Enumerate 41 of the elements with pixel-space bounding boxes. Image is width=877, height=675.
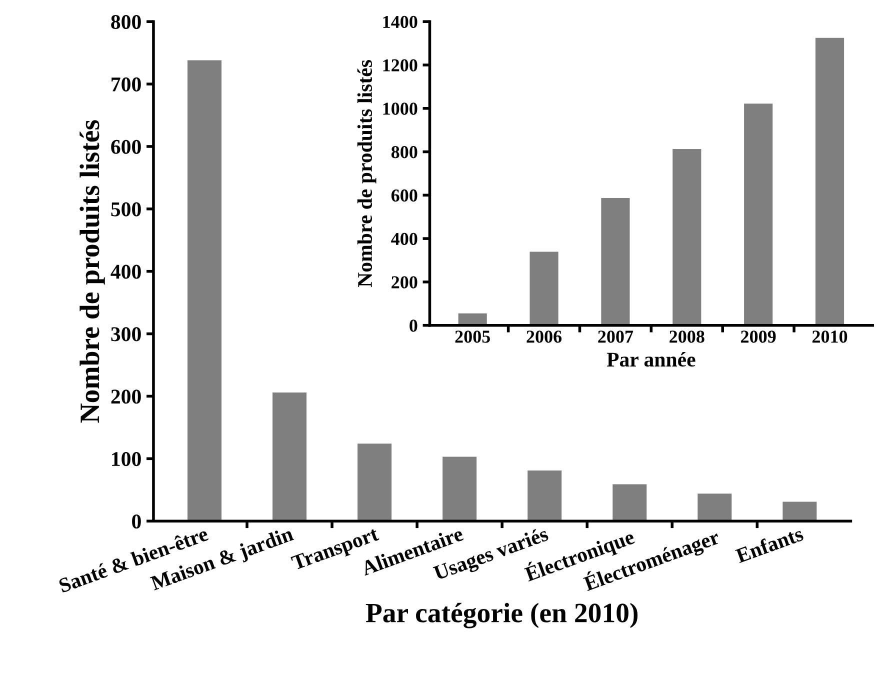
y-axis-title: Nombre de produits listés <box>357 60 376 288</box>
x-tick-label: 2008 <box>670 330 704 343</box>
y-tick-label: 1400 <box>383 16 418 28</box>
x-tick-label: Enfants <box>734 526 804 564</box>
y-tick-label: 0 <box>132 514 141 529</box>
y-tick-label: 200 <box>392 276 418 288</box>
bar <box>358 444 392 522</box>
bar <box>601 198 630 326</box>
bar <box>782 502 817 522</box>
y-tick-label: 100 <box>112 452 141 466</box>
bar <box>672 148 702 326</box>
bar <box>528 470 562 522</box>
y-tick-label: 600 <box>391 189 418 202</box>
bar <box>530 252 558 326</box>
y-tick-label: 700 <box>112 77 141 92</box>
y-tick-label: 800 <box>391 146 418 158</box>
y-axis-title: Nombre de produits listés <box>80 120 105 423</box>
x-tick-label: 2010 <box>812 330 848 343</box>
x-tick-label: 2009 <box>741 330 776 343</box>
bar <box>744 104 773 326</box>
y-tick-label: 300 <box>111 327 141 342</box>
bar <box>698 494 732 522</box>
x-tick-label: 2007 <box>598 330 634 343</box>
y-tick-label: 0 <box>410 320 418 332</box>
y-tick-label: 800 <box>111 14 141 30</box>
y-tick-label: 400 <box>110 264 141 279</box>
bar <box>442 456 477 522</box>
x-tick-label: 2006 <box>526 330 562 343</box>
y-tick-label: 500 <box>111 202 141 216</box>
y-tick-label: 200 <box>111 390 141 404</box>
x-tick-label: 2005 <box>455 330 490 343</box>
bar <box>272 392 307 522</box>
y-tick-label: 600 <box>111 140 141 154</box>
y-tick-label: 400 <box>391 232 418 246</box>
y-tick-label: 1200 <box>383 59 418 72</box>
x-axis-title: Par année <box>606 352 696 367</box>
bar <box>187 60 222 522</box>
y-tick-label: 1000 <box>383 102 418 115</box>
x-axis-title: Par catégorie (en 2010) <box>366 602 638 628</box>
bar <box>612 484 647 522</box>
bar <box>815 38 844 326</box>
